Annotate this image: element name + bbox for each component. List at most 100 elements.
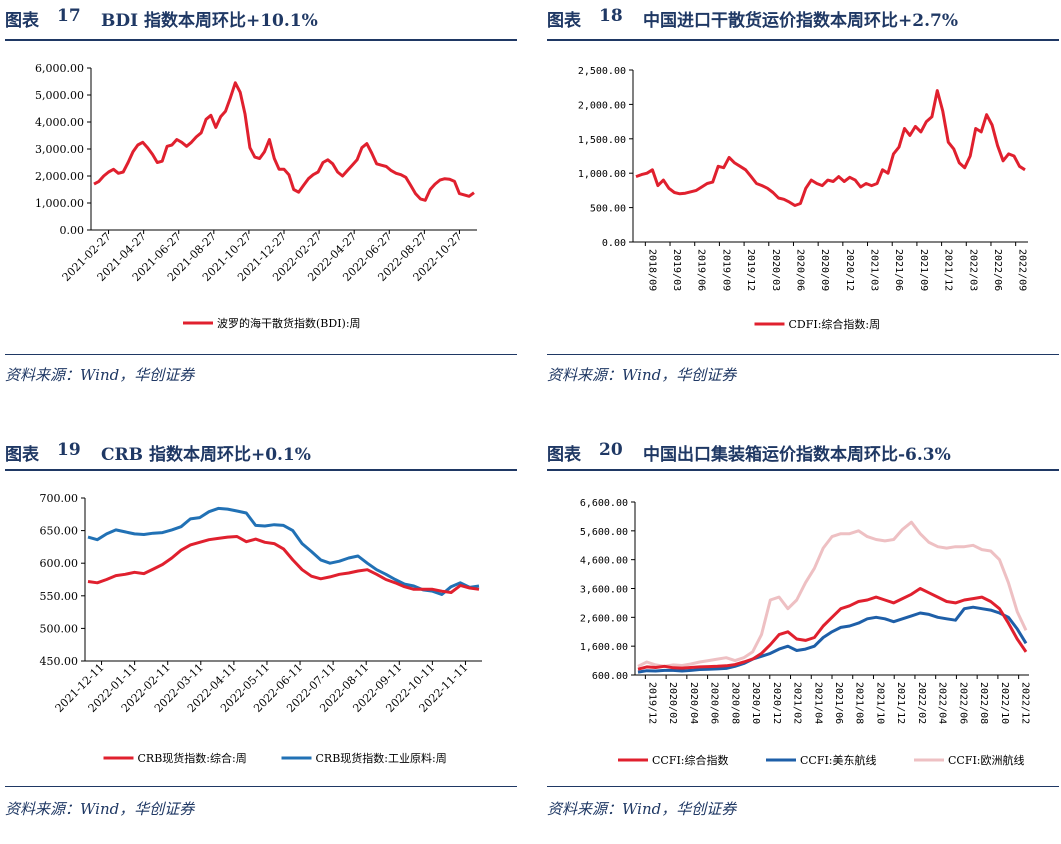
- x-tick-label: 2020/12: [844, 249, 855, 291]
- bdi-chart: 6,000.00 5,000.00 4,000.00 3,000.00 2,000.00…: [35, 62, 477, 330]
- x-tick-label: 2022/10: [999, 682, 1010, 724]
- figure-label: 图表: [5, 11, 39, 31]
- y-tick-label: 700.00: [40, 492, 79, 505]
- series-line: [637, 605, 1028, 674]
- y-tick-label: 500.00: [590, 204, 626, 215]
- series-line: [637, 520, 1028, 668]
- legend-label: CDFI:综合指数:周: [789, 317, 881, 331]
- series-line: [637, 587, 1028, 671]
- panel-title: 图表 20 中国出口集装箱运价指数本周环比-6.3%: [547, 440, 1059, 465]
- y-tick-label: 2,000.00: [35, 170, 84, 183]
- y-tick-label: 0.00: [60, 224, 85, 237]
- x-tick-label: 2021/06: [893, 249, 904, 291]
- series-line: [87, 506, 480, 596]
- x-tick-label: 2021/03: [869, 249, 880, 291]
- y-tick-label: 450.00: [40, 655, 79, 668]
- x-tick-label: 2022/06: [992, 249, 1003, 291]
- legend-label: CCFI:欧洲航线: [948, 753, 1025, 767]
- x-tick-label: 2021/09: [918, 249, 929, 291]
- legend-label: CRB现货指数:工业原料:周: [316, 751, 447, 765]
- y-tick-label: 1,000.00: [578, 169, 626, 180]
- y-tick-label: 0.00: [602, 238, 626, 249]
- figure-label: 图表: [547, 11, 581, 31]
- x-tick-label: 2021/06: [833, 682, 844, 724]
- legend-label: CCFI:综合指数: [652, 753, 729, 767]
- y-tick-label: 5,000.00: [35, 89, 84, 102]
- source-rule: [547, 786, 1059, 787]
- figure-number: 17: [57, 6, 81, 26]
- panel-20: 图表 20 中国出口集装箱运价指数本周环比-6.3% 6,600.00 5,600…: [547, 434, 1059, 844]
- panel-title: 图表 19 CRB 指数本周环比+0.1%: [5, 440, 517, 465]
- x-tick-label: 2021/12: [943, 249, 954, 291]
- x-tick-label: 2020/10: [750, 682, 761, 724]
- crb-chart: 700.00650.00600.00550.00500.00450.002021…: [40, 492, 482, 765]
- title-rule: [547, 39, 1059, 41]
- panel-19: 图表 19 CRB 指数本周环比+0.1% 700.00 650.00 600.00…: [5, 434, 517, 844]
- series-line: [87, 535, 480, 594]
- y-tick-label: 600.00: [40, 557, 79, 570]
- x-tick-label: 2020/12: [771, 682, 782, 724]
- source-rule: [547, 354, 1059, 355]
- x-tick-label: 2020/08: [729, 682, 740, 724]
- series-line: [635, 89, 1026, 207]
- figure-title: 中国进口干散货运价指数本周环比+2.7%: [643, 11, 958, 31]
- x-tick-label: 2021/04: [812, 682, 823, 724]
- x-tick-label: 2019/09: [720, 249, 731, 291]
- y-tick-label: 2,500.00: [578, 66, 626, 77]
- y-tick-label: 6,000.00: [35, 62, 84, 75]
- y-tick-label: 600.00: [592, 671, 628, 682]
- y-tick-label: 650.00: [40, 525, 79, 538]
- figure-number: 18: [599, 6, 623, 26]
- x-tick-label: 2019/06: [696, 249, 707, 291]
- x-tick-label: 2020/06: [709, 682, 720, 724]
- title-rule: [5, 39, 517, 41]
- figure-label: 图表: [547, 445, 581, 465]
- x-tick-label: 2019/12: [646, 682, 657, 724]
- x-tick-label: 2019/03: [671, 249, 682, 291]
- x-tick-label: 2022/08: [978, 682, 989, 724]
- x-tick-label: 2018/09: [646, 249, 657, 291]
- legend-label: CCFI:美东航线: [800, 753, 877, 767]
- y-tick-label: 3,000.00: [35, 143, 84, 156]
- y-tick-label: 1,600.00: [580, 642, 628, 653]
- figure-label: 图表: [5, 445, 39, 465]
- legend-label: 波罗的海干散货指数(BDI):周: [217, 316, 361, 330]
- y-tick-label: 4,000.00: [35, 116, 84, 129]
- title-rule: [547, 469, 1059, 471]
- x-tick-label: 2022/09: [1017, 249, 1028, 291]
- y-tick-label: 2,000.00: [578, 100, 626, 111]
- panel-18: 图表 18 中国进口干散货运价指数本周环比+2.7% 2,500.00 2,000…: [547, 0, 1059, 410]
- x-tick-label: 2019/12: [745, 249, 756, 291]
- y-tick-label: 1,500.00: [578, 135, 626, 146]
- y-tick-label: 5,600.00: [580, 527, 628, 538]
- source-note: 资料来源：Wind，华创证券: [5, 366, 195, 384]
- figure-number: 19: [57, 440, 81, 460]
- x-tick-label: 2021/02: [792, 682, 803, 724]
- cdfi-chart: 2,500.00 2,000.00 1,500.00 1,000.00 500.00 0.…: [578, 66, 1028, 331]
- x-tick-label: 2020/03: [770, 249, 781, 291]
- y-tick-label: 2,600.00: [580, 613, 628, 624]
- x-tick-label: 2022/02: [916, 682, 927, 724]
- x-tick-label: 2020/02: [667, 682, 678, 724]
- source-note: 资料来源：Wind，华创证券: [5, 800, 195, 818]
- source-rule: [5, 354, 517, 355]
- source-note: 资料来源：Wind，华创证券: [547, 800, 737, 818]
- y-tick-label: 500.00: [40, 622, 79, 635]
- x-tick-label: 2022/06: [957, 682, 968, 724]
- panel-title: 图表 17 BDI 指数本周环比+10.1%: [5, 6, 517, 31]
- figure-title: 中国出口集装箱运价指数本周环比-6.3%: [643, 445, 951, 465]
- legend-label: CRB现货指数:综合:周: [138, 751, 247, 765]
- x-tick-label: 2021/10: [874, 682, 885, 724]
- x-tick-label: 2021/12: [895, 682, 906, 724]
- x-tick-label: 2020/09: [819, 249, 830, 291]
- panel-title: 图表 18 中国进口干散货运价指数本周环比+2.7%: [547, 6, 1059, 31]
- y-tick-label: 3,600.00: [580, 585, 628, 596]
- source-rule: [5, 786, 517, 787]
- figure-number: 20: [599, 440, 623, 460]
- y-tick-label: 6,600.00: [580, 498, 628, 509]
- x-tick-label: 2020/04: [688, 682, 699, 724]
- figure-title: CRB 指数本周环比+0.1%: [101, 445, 311, 465]
- x-tick-label: 2022/03: [967, 249, 978, 291]
- source-note: 资料来源：Wind，华创证券: [547, 366, 737, 384]
- y-tick-label: 4,600.00: [580, 556, 628, 567]
